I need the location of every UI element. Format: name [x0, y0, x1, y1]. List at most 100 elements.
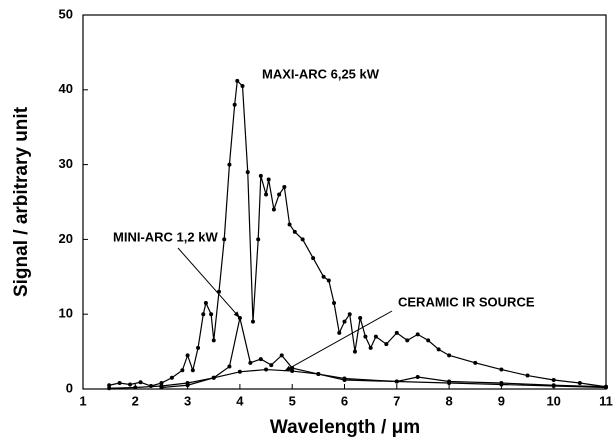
- data-point: [227, 364, 232, 369]
- data-point: [258, 173, 263, 178]
- x-tick-label: 5: [289, 393, 296, 408]
- data-point: [415, 332, 420, 337]
- data-point: [415, 375, 420, 380]
- data-point: [282, 185, 287, 190]
- data-point: [227, 162, 232, 167]
- data-point: [347, 312, 352, 317]
- data-point: [342, 376, 347, 381]
- data-point: [138, 380, 143, 385]
- data-point: [256, 237, 261, 242]
- x-tick-label: 8: [445, 393, 452, 408]
- data-point: [240, 84, 245, 89]
- data-point: [394, 330, 399, 335]
- data-point: [311, 256, 316, 261]
- data-point: [245, 170, 250, 175]
- series-annotation: MAXI-ARC 6,25 kW: [262, 66, 380, 81]
- data-point: [185, 381, 190, 386]
- data-point: [271, 207, 276, 212]
- data-point: [169, 375, 174, 380]
- x-tick-label: 9: [498, 393, 505, 408]
- y-tick-label: 50: [59, 6, 73, 21]
- x-tick-label: 3: [184, 393, 191, 408]
- data-point: [358, 315, 363, 320]
- data-point: [287, 222, 292, 227]
- data-point: [326, 278, 331, 283]
- annotation-arrow: [284, 310, 393, 372]
- arrow-head: [284, 365, 292, 372]
- data-point: [316, 372, 321, 377]
- data-point: [264, 192, 269, 197]
- data-point: [551, 384, 556, 389]
- data-point: [436, 347, 441, 352]
- data-point: [368, 345, 373, 350]
- x-tick-label: 10: [546, 393, 560, 408]
- y-tick-label: 40: [59, 81, 73, 96]
- series-line: [109, 79, 607, 388]
- data-point: [266, 177, 271, 182]
- data-point: [107, 386, 112, 391]
- data-point: [363, 334, 368, 339]
- data-point: [337, 330, 342, 335]
- data-point: [232, 102, 237, 107]
- data-point: [473, 360, 478, 365]
- data-point: [222, 237, 227, 242]
- data-point: [201, 312, 206, 317]
- y-axis-title: Signal / arbitrary unit: [11, 106, 32, 297]
- series-annotation: CERAMIC IR SOURCE: [398, 294, 535, 309]
- data-point: [159, 381, 164, 386]
- data-point: [300, 237, 305, 242]
- data-point: [352, 349, 357, 354]
- x-axis-title: Wavelength / μm: [270, 417, 420, 438]
- y-tick-label: 30: [59, 156, 73, 171]
- data-point: [447, 353, 452, 358]
- data-point: [209, 312, 214, 317]
- data-point: [499, 382, 504, 387]
- data-point: [373, 334, 378, 339]
- data-point: [577, 381, 582, 386]
- data-point: [426, 338, 431, 343]
- x-tick-label: 11: [599, 393, 613, 408]
- series-line: [161, 317, 607, 389]
- x-tick-label: 2: [132, 393, 139, 408]
- data-point: [290, 369, 295, 374]
- data-point: [447, 381, 452, 386]
- data-point: [277, 192, 282, 197]
- series-annotation: MINI-ARC 1,2 kW: [113, 229, 218, 244]
- data-point: [180, 368, 185, 373]
- data-point: [342, 319, 347, 324]
- data-point: [332, 300, 337, 305]
- data-point: [237, 369, 242, 374]
- arrow-head: [233, 311, 240, 318]
- data-point: [203, 300, 208, 305]
- data-point: [250, 319, 255, 324]
- data-point: [248, 360, 253, 365]
- data-point: [258, 357, 263, 362]
- data-point: [133, 385, 138, 390]
- data-point: [394, 379, 399, 384]
- data-point: [279, 353, 284, 358]
- data-point: [107, 383, 112, 388]
- data-point: [405, 338, 410, 343]
- data-point: [235, 78, 240, 83]
- data-point: [211, 338, 216, 343]
- data-point: [499, 367, 504, 372]
- y-tick-label: 20: [59, 231, 73, 246]
- data-point: [159, 384, 164, 389]
- annotation-arrow: [177, 247, 241, 319]
- data-point: [190, 368, 195, 373]
- data-point: [196, 345, 201, 350]
- x-tick-label: 1: [79, 393, 86, 408]
- data-point: [117, 381, 122, 386]
- data-point: [211, 375, 216, 380]
- data-point: [604, 385, 608, 390]
- y-tick-label: 10: [59, 306, 73, 321]
- x-tick-label: 6: [341, 393, 348, 408]
- x-tick-label: 7: [393, 393, 400, 408]
- x-tick-label: 4: [236, 393, 244, 408]
- data-point: [185, 353, 190, 358]
- data-point: [321, 274, 326, 279]
- data-point: [292, 229, 297, 234]
- data-point: [264, 367, 269, 372]
- data-point: [551, 378, 556, 383]
- data-point: [525, 373, 530, 378]
